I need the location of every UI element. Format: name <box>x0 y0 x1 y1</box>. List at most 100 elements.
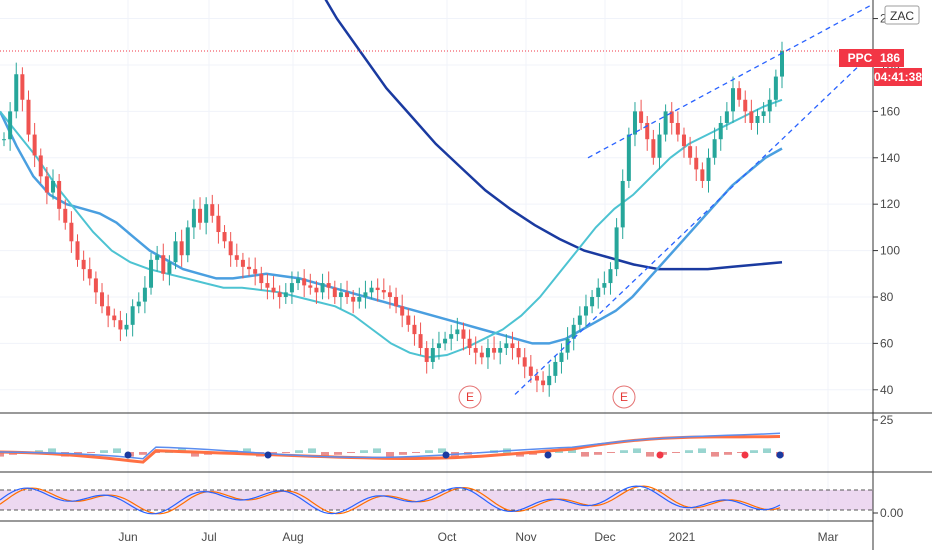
candle-body <box>602 283 607 288</box>
macd-histogram-bar <box>113 448 121 453</box>
candle-body <box>271 287 276 293</box>
candle-body <box>106 306 111 316</box>
candle-body <box>136 301 141 307</box>
candle-body <box>112 315 117 321</box>
earnings-marker <box>612 385 636 409</box>
earnings-marker-label: E <box>620 390 628 404</box>
macd-histogram-bar <box>347 452 355 453</box>
candle-body <box>418 334 423 349</box>
candle-body <box>553 361 558 376</box>
candle-body <box>8 111 13 140</box>
candle-body <box>69 222 74 242</box>
candle-body <box>185 227 190 256</box>
candle-body <box>681 134 686 147</box>
candle-body <box>424 348 429 362</box>
time-tick-label: Nov <box>515 530 536 544</box>
candle-body <box>314 287 319 293</box>
candle-body <box>234 255 239 260</box>
candle-body <box>400 306 405 316</box>
candle-body <box>565 338 570 353</box>
trendline-lower <box>514 52 873 395</box>
macd-histogram-bar <box>282 452 290 453</box>
macd-cross-dot <box>776 451 784 459</box>
candle-body <box>332 287 337 297</box>
stoch-band <box>0 490 873 510</box>
macd-histogram-bar <box>438 448 446 453</box>
candle-body <box>492 348 497 353</box>
candle-body <box>394 296 399 307</box>
candle-body <box>620 180 625 228</box>
candle-body <box>473 348 478 353</box>
time-tick-label: 2021 <box>669 530 696 544</box>
macd-histogram-bar <box>373 448 381 453</box>
candle-body <box>773 76 778 100</box>
candle-body <box>479 352 484 358</box>
candle-body <box>44 176 49 193</box>
candle-body <box>737 88 742 100</box>
candle-body <box>87 269 92 279</box>
candle-body <box>645 122 650 140</box>
trendlines-layer <box>514 4 873 395</box>
ma-long-layer <box>324 0 783 271</box>
candle-body <box>412 324 417 335</box>
candle-body <box>498 348 503 353</box>
price-tag-symbol: PPC <box>848 51 873 65</box>
macd-histogram-bar <box>191 452 199 457</box>
candle-body <box>626 134 631 181</box>
candle-body <box>632 111 637 135</box>
macd-histogram-bar <box>139 452 147 455</box>
candle-body <box>124 324 129 330</box>
macd-histogram-bar <box>48 448 56 453</box>
macd-cross-dot <box>264 451 272 459</box>
candle-body <box>547 375 552 386</box>
time-tick-label: Jun <box>118 530 137 544</box>
candle-body <box>204 204 209 223</box>
candle-body <box>430 348 435 362</box>
candle-body <box>761 111 766 117</box>
macd-histogram-bar <box>581 452 589 457</box>
symbol-badge[interactable]: ZAC <box>884 5 920 25</box>
macd-cross-dot <box>124 451 132 459</box>
candle-body <box>724 111 729 123</box>
macd-histogram-bar <box>386 452 394 457</box>
candle-body <box>614 227 619 270</box>
candle-body <box>730 88 735 112</box>
macd-histogram-bar <box>737 452 745 453</box>
stoch-d-line <box>0 485 781 515</box>
macd-cross-dot <box>656 451 664 459</box>
candle-body <box>688 146 693 158</box>
price-tag-price: 186 <box>880 51 900 65</box>
macd-histogram-bar <box>100 450 108 453</box>
candle-body <box>749 111 754 123</box>
candle-body <box>173 241 178 263</box>
candle-body <box>461 329 466 339</box>
candle-body <box>467 338 472 349</box>
stoch-k-line <box>0 485 781 515</box>
candle-body <box>149 259 154 288</box>
candle-body <box>706 157 711 181</box>
candle-body <box>32 134 37 156</box>
candle-body <box>369 287 374 293</box>
macd-pane <box>0 432 784 464</box>
macd-histogram-bar <box>425 450 433 453</box>
macd-histogram-bar <box>412 452 420 453</box>
candle-body <box>289 283 294 293</box>
macd-histogram-bar <box>750 450 758 453</box>
candle-body <box>639 111 644 123</box>
grid <box>0 0 873 521</box>
time-tick-label: Oct <box>438 530 457 544</box>
ma-short-line <box>0 98 783 359</box>
stoch-tick-label: 0.00 <box>880 506 904 520</box>
candle-body <box>718 122 723 140</box>
macd-histogram-bar <box>568 448 576 453</box>
candle-body <box>14 74 19 112</box>
candle-body <box>559 352 564 362</box>
candle-body <box>57 180 62 209</box>
candle-body <box>516 348 521 358</box>
macd-histogram-bar <box>0 452 4 457</box>
candle-body <box>222 232 227 242</box>
earnings-marker <box>458 385 482 409</box>
price-tick-label: 60 <box>880 336 894 350</box>
